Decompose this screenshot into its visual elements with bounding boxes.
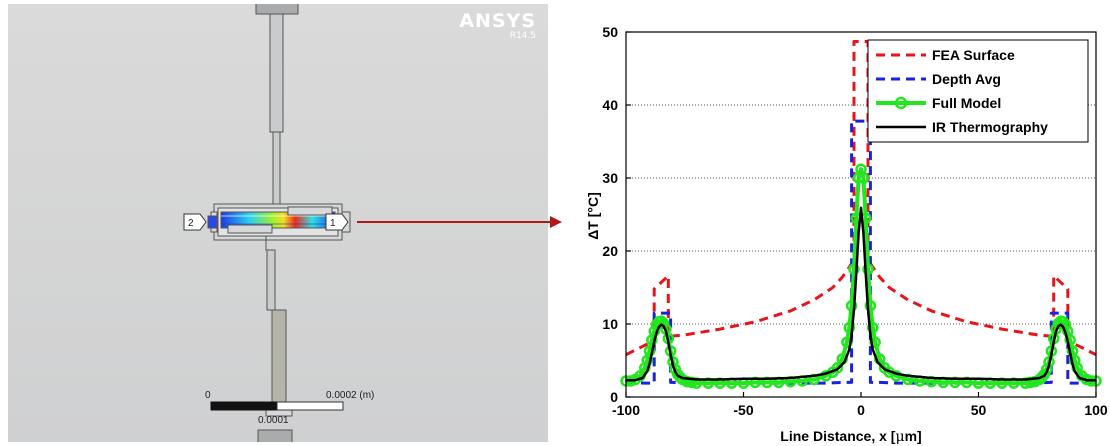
full-model-marker	[862, 263, 874, 275]
y-tick-label: 50	[602, 24, 618, 40]
x-tick-label: -50	[733, 402, 753, 418]
y-tick-label: 20	[602, 243, 618, 259]
svg-text:1: 1	[330, 218, 336, 229]
x-axis-title: Line Distance, x [μm]	[780, 428, 921, 445]
scale-label-mid: 0.0001	[258, 415, 289, 426]
full-model-marker	[843, 321, 855, 334]
legend: FEA Surface Depth Avg Full Model IR Thermog…	[867, 39, 1089, 143]
legend-label: Full Model	[932, 95, 1001, 111]
full-model-marker	[890, 370, 902, 382]
y-tick-label: 30	[602, 170, 618, 186]
full-model-marker	[845, 300, 858, 312]
legend-label: IR Thermography	[932, 119, 1048, 135]
y-tick-label: 40	[602, 97, 618, 113]
y-axis-title: ΔT [°C]	[585, 192, 601, 240]
series-line-ir-thermography	[626, 206, 1096, 382]
port-label-2: 2	[183, 213, 207, 231]
full-model-marker	[867, 321, 879, 334]
port-label-1: 1	[325, 213, 349, 231]
y-tick-label: 10	[602, 316, 618, 332]
full-model-marker	[1064, 334, 1076, 346]
x-tick-label: 0	[857, 402, 865, 418]
legend-marker	[894, 96, 908, 110]
legend-label: FEA Surface	[932, 47, 1015, 63]
x-tick-label: -100	[612, 402, 640, 418]
series-line-depth-avg	[625, 119, 1097, 385]
model-geometry: 1 2 0 0.0002 (m) 0.0001	[183, 4, 374, 442]
full-model-marker	[857, 172, 870, 184]
full-model-marker	[643, 345, 656, 357]
ansys-logo: ANSYS R14.5	[459, 10, 536, 41]
svg-text:2: 2	[188, 218, 194, 229]
legend-box	[867, 39, 1089, 143]
series-layer	[620, 40, 1102, 389]
axes	[625, 31, 1097, 398]
full-model-marker	[831, 362, 844, 374]
scale-label-end: 0.0002 (m)	[326, 390, 374, 401]
x-tick-label: 50	[971, 402, 987, 418]
x-tick-label: 100	[1084, 402, 1108, 418]
y-tick-label: 0	[610, 389, 618, 405]
full-model-marker	[864, 300, 877, 312]
scale-label-start: 0	[205, 390, 211, 401]
tick-labels: 0 10 20 30 40 50 -100 -50 0 50 100	[602, 24, 1107, 418]
full-model-marker	[848, 263, 860, 275]
scale-bar: 0 0.0002 (m) 0.0001	[205, 390, 374, 426]
full-model-marker	[648, 325, 660, 338]
series-line-full-model	[626, 167, 1096, 386]
legend-label: Depth Avg	[932, 71, 1001, 87]
